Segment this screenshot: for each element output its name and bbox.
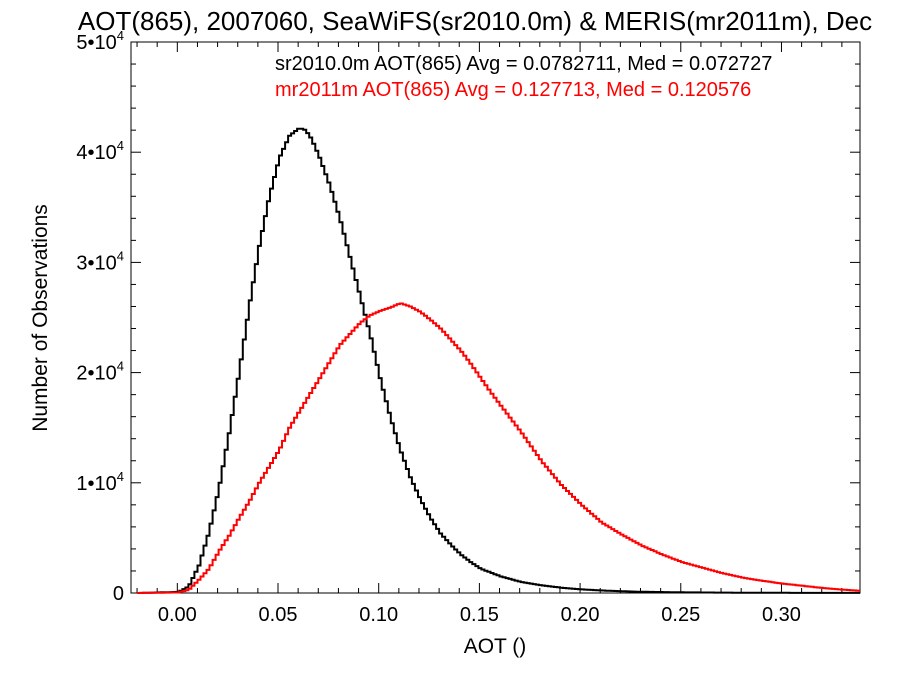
plot-frame <box>130 41 861 594</box>
x-tick-label: 0.05 <box>259 604 298 626</box>
x-tick-label: 0.00 <box>158 604 197 626</box>
x-axis-label: AOT () <box>464 635 527 658</box>
chart-title: AOT(865), 2007060, SeaWiFS(sr2010.0m) & … <box>78 6 872 36</box>
y-tick-label: 5•104 <box>76 28 124 54</box>
y-tick-label-exponent: 4 <box>117 359 124 374</box>
legend-entry-mr2011m: mr2011m AOT(865) Avg = 0.127713, Med = 0… <box>275 79 751 101</box>
y-tick-label: 2•104 <box>76 359 124 385</box>
y-axis-label: Number of Observations <box>29 204 52 432</box>
legend-entry-sr2010: sr2010.0m AOT(865) Avg = 0.0782711, Med … <box>275 53 772 75</box>
y-tick-label-base: 1•10 <box>76 473 116 495</box>
y-tick-label: 4•104 <box>76 138 124 164</box>
x-tick-label: 0.25 <box>661 604 700 626</box>
y-tick-label: 0 <box>113 583 124 605</box>
y-tick-label-exponent: 4 <box>117 469 124 484</box>
y-tick-label: 3•104 <box>76 248 124 274</box>
y-tick-label-base: 0 <box>113 583 124 605</box>
series-mr2011m-histogram <box>137 302 860 594</box>
y-tick-label: 1•104 <box>76 469 124 495</box>
x-tick-label: 0.10 <box>359 604 398 626</box>
series-layer <box>137 127 860 594</box>
x-tick-label: 0.20 <box>561 604 600 626</box>
y-tick-label-base: 2•10 <box>76 363 116 385</box>
y-tick-label-exponent: 4 <box>117 28 124 43</box>
y-tick-label-base: 4•10 <box>76 142 116 164</box>
y-tick-label-base: 3•10 <box>76 252 116 274</box>
y-tick-label-exponent: 4 <box>117 138 124 153</box>
x-tick-label: 0.30 <box>762 604 801 626</box>
y-tick-label-base: 5•10 <box>76 32 116 54</box>
series-sr2010-histogram <box>137 127 860 594</box>
x-tick-label: 0.15 <box>460 604 499 626</box>
x-axis-ticks: 0.00 0.05 0.10 0.15 0.20 0.25 0.30 <box>136 42 843 626</box>
y-tick-label-exponent: 4 <box>117 248 124 263</box>
